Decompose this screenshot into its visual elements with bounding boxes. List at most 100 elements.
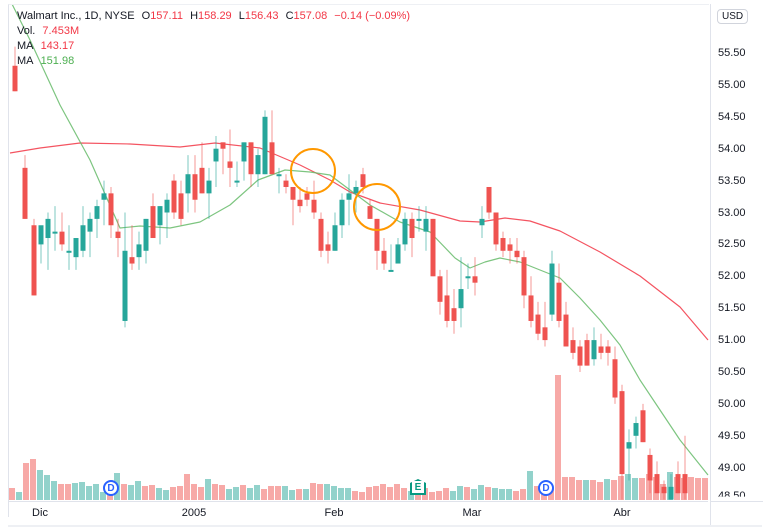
volume-bar [646,474,652,500]
candle-body [87,218,93,232]
candle-body [262,116,268,175]
candle-body [339,199,345,226]
volume-bar [184,474,190,500]
earnings-marker[interactable]: E [410,479,426,495]
volume-bar [380,484,386,500]
volume-bar [401,488,407,500]
dividend-marker[interactable]: D [103,480,119,496]
volume-bar [275,486,281,500]
candle-body [178,193,184,219]
candle-body [500,238,506,251]
volume-bar [79,482,85,500]
ohlc-high: H158.29 [190,10,232,22]
volume-bar [471,489,477,500]
price-tick: 52.50 [718,238,746,251]
price-tick: 50.00 [718,397,746,410]
volume-bar [72,483,78,500]
candle-body [549,263,555,315]
volume-bar [240,485,246,500]
time-axis[interactable] [8,501,708,526]
volume-bar [44,475,50,500]
candle-body [122,250,128,321]
axis-corner [710,501,763,526]
volume-bar [37,470,43,500]
volume-bar [520,489,526,500]
highlight-circle [290,148,336,194]
legend-ma-slow-row[interactable]: MA 143.17 [17,39,414,54]
volume-bar [303,489,309,500]
candle-body [22,167,28,219]
volume-bar [387,487,393,500]
dividend-marker[interactable]: D [538,480,554,496]
price-change: −0.14 (−0.09%) [334,10,411,22]
volume-bar [352,491,358,500]
volume-bar [233,487,239,500]
volume-bar [464,487,470,500]
candle-body [143,218,149,251]
ma-fast-label: MA [17,55,34,67]
time-tick: 2005 [181,507,207,519]
candle-body [486,186,492,213]
volume-bar [450,491,456,500]
volume-bar [513,491,519,500]
volume-bar [58,484,64,500]
candle-body [45,218,51,239]
candle-body [297,199,303,207]
candle-body [675,474,681,494]
candle-body [318,218,324,251]
legend-volume-row[interactable]: Vol. 7.453M [17,24,414,39]
volume-bar [212,484,218,500]
volume-bar [597,482,603,500]
volume-bar [261,489,267,500]
volume-bar [695,478,701,500]
candle-body [360,174,366,187]
bottom-border [8,525,762,527]
price-tick: 50.50 [718,366,746,378]
ma-slow-value: 143.17 [40,40,75,52]
time-tick: Abr [613,507,631,519]
candle-body [31,225,37,296]
volume-bar [268,486,274,500]
candle-body [514,250,520,258]
candle-body [66,250,72,253]
candle-body [528,295,534,321]
volume-bar [198,487,204,500]
candle-body [227,161,233,168]
volume-bar [296,489,302,500]
candle-body [367,206,373,219]
price-tick: 49.00 [718,461,746,474]
price-tick: 48.50 [718,490,746,502]
volume-value: 7.453M [42,25,80,37]
price-axis[interactable] [710,4,768,516]
volume-bar [562,477,568,500]
chart-pane[interactable] [8,4,709,517]
volume-bar [191,484,197,500]
candle-body [605,346,611,353]
candle-body [570,340,576,353]
volume-bar [492,488,498,500]
candle-body [437,276,443,302]
candle-body [577,346,583,366]
volume-bar [345,488,351,500]
volume-bar [310,483,316,500]
volume-bar [107,494,113,500]
candle-body [157,206,163,226]
legend-ma-fast-row[interactable]: MA 151.98 [17,54,414,69]
volume-bar [625,474,631,500]
volume-bar [247,488,253,500]
candle-body [619,391,625,475]
candle-body [199,167,205,194]
candle-body [346,193,352,200]
currency-button[interactable]: USD [717,9,749,24]
plot-area [9,5,709,500]
legend-symbol-row[interactable]: Walmart Inc., 1D, NYSE O157.11 H158.29 L… [17,9,414,24]
volume-bar [135,481,141,500]
volume-bar [254,485,260,500]
candle-body [381,250,387,264]
price-tick: 49.50 [718,429,746,442]
candle-body [661,486,667,494]
price-tick: 53.50 [718,174,746,187]
volume-bar [590,480,596,500]
candle-body [269,142,275,175]
